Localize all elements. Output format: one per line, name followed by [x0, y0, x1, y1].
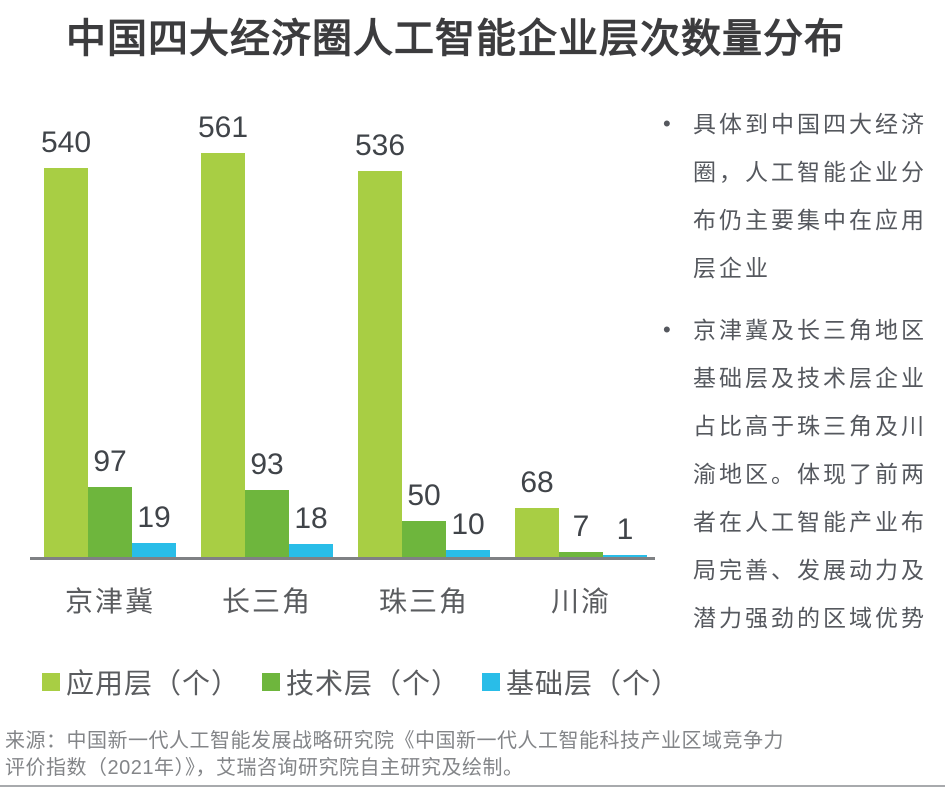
bar-technology-layer: 97 — [88, 445, 132, 557]
chart-legend: 应用层（个） 技术层（个） 基础层（个） — [42, 662, 679, 702]
bar-rect-application-layer — [201, 153, 245, 557]
x-axis-label: 川渝 — [550, 586, 611, 617]
x-axis-label: 珠三角 — [378, 586, 469, 617]
bar-value-label: 93 — [250, 448, 284, 481]
bar-value-label: 18 — [294, 502, 328, 535]
content-area: 540 97 19 561 93 18 536 50 10 68 7 1 京津冀 长三角 珠三角 川渝… — [0, 100, 945, 702]
bar-rect-technology-layer — [88, 487, 132, 557]
note-bullet: 具体到中国四大经济 圈，人工智能企业分 布仍主要集中在应用 层企业 — [655, 100, 945, 292]
legend-swatch-icon — [262, 673, 281, 691]
x-axis-label: 长三角 — [221, 586, 312, 617]
bar-rect-application-layer — [358, 171, 402, 557]
bar-rect-basic-layer — [603, 555, 647, 557]
bar-value-label: 97 — [93, 445, 127, 478]
bar-basic-layer: 18 — [289, 502, 333, 557]
page-title: 中国四大经济圈人工智能企业层次数量分布 — [66, 17, 845, 61]
bar-rect-application-layer — [44, 168, 88, 557]
bar-value-label: 68 — [520, 466, 554, 499]
legend-item-technology-layer: 技术层（个） — [262, 662, 460, 702]
bar-group-2: 561 93 18 — [197, 100, 333, 557]
bar-value-label: 540 — [40, 126, 92, 159]
bar-rect-basic-layer — [446, 550, 490, 557]
x-axis-label: 京津冀 — [64, 586, 155, 617]
bar-value-label: 50 — [407, 479, 441, 512]
legend-label: 基础层（个） — [506, 668, 681, 699]
legend-label: 技术层（个） — [286, 668, 461, 699]
bar-application-layer: 540 — [40, 126, 92, 557]
bar-basic-layer: 19 — [132, 501, 176, 557]
bar-value-label: 536 — [354, 129, 406, 162]
bottom-divider — [0, 785, 945, 787]
note-bullet: 京津冀及长三角地区 基础层及技术层企业 占比高于珠三角及川 渝地区。体现了前两 … — [655, 306, 945, 642]
legend-item-basic-layer: 基础层（个） — [482, 662, 680, 702]
x-axis-labels: 京津冀 长三角 珠三角 川渝 — [30, 580, 655, 620]
legend-swatch-icon — [42, 673, 60, 691]
bar-value-label: 19 — [137, 501, 171, 534]
source-note: 来源：中国新一代人工智能发展战略研究院《中国新一代人工智能科技产业区域竞争力 评… — [5, 730, 784, 779]
bar-rect-technology-layer — [559, 552, 603, 557]
notes-list: 具体到中国四大经济 圈，人工智能企业分 布仍主要集中在应用 层企业 京津冀及长三… — [655, 100, 945, 642]
bar-application-layer: 536 — [354, 129, 406, 557]
bar-group-4: 68 7 1 — [515, 100, 647, 557]
bar-application-layer: 68 — [515, 466, 559, 557]
bar-value-label: 1 — [616, 513, 634, 546]
bar-group-3: 536 50 10 — [354, 100, 490, 557]
bar-basic-layer: 1 — [603, 513, 647, 557]
bar-rect-application-layer — [515, 508, 559, 557]
bar-basic-layer: 10 — [446, 508, 490, 557]
bar-application-layer: 561 — [197, 111, 249, 557]
plot-area: 540 97 19 561 93 18 536 50 10 68 7 1 — [30, 100, 655, 560]
bar-rect-technology-layer — [402, 521, 446, 557]
legend-item-application-layer: 应用层（个） — [42, 662, 240, 702]
bar-group-1: 540 97 19 — [40, 100, 176, 557]
bar-technology-layer: 7 — [559, 510, 603, 557]
bar-rect-basic-layer — [289, 544, 333, 557]
bar-technology-layer: 50 — [402, 479, 446, 557]
notes-panel: 具体到中国四大经济 圈，人工智能企业分 布仍主要集中在应用 层企业 京津冀及长三… — [655, 100, 945, 702]
bar-value-label: 561 — [197, 111, 249, 144]
legend-label: 应用层（个） — [66, 668, 241, 699]
bar-rect-basic-layer — [132, 543, 176, 557]
bar-value-label: 7 — [572, 510, 590, 543]
bar-rect-technology-layer — [245, 490, 289, 557]
legend-swatch-icon — [482, 673, 501, 691]
bar-technology-layer: 93 — [245, 448, 289, 557]
bar-value-label: 10 — [451, 508, 485, 541]
bar-chart: 540 97 19 561 93 18 536 50 10 68 7 1 京津冀 长三角 珠三角 川渝… — [30, 100, 679, 702]
